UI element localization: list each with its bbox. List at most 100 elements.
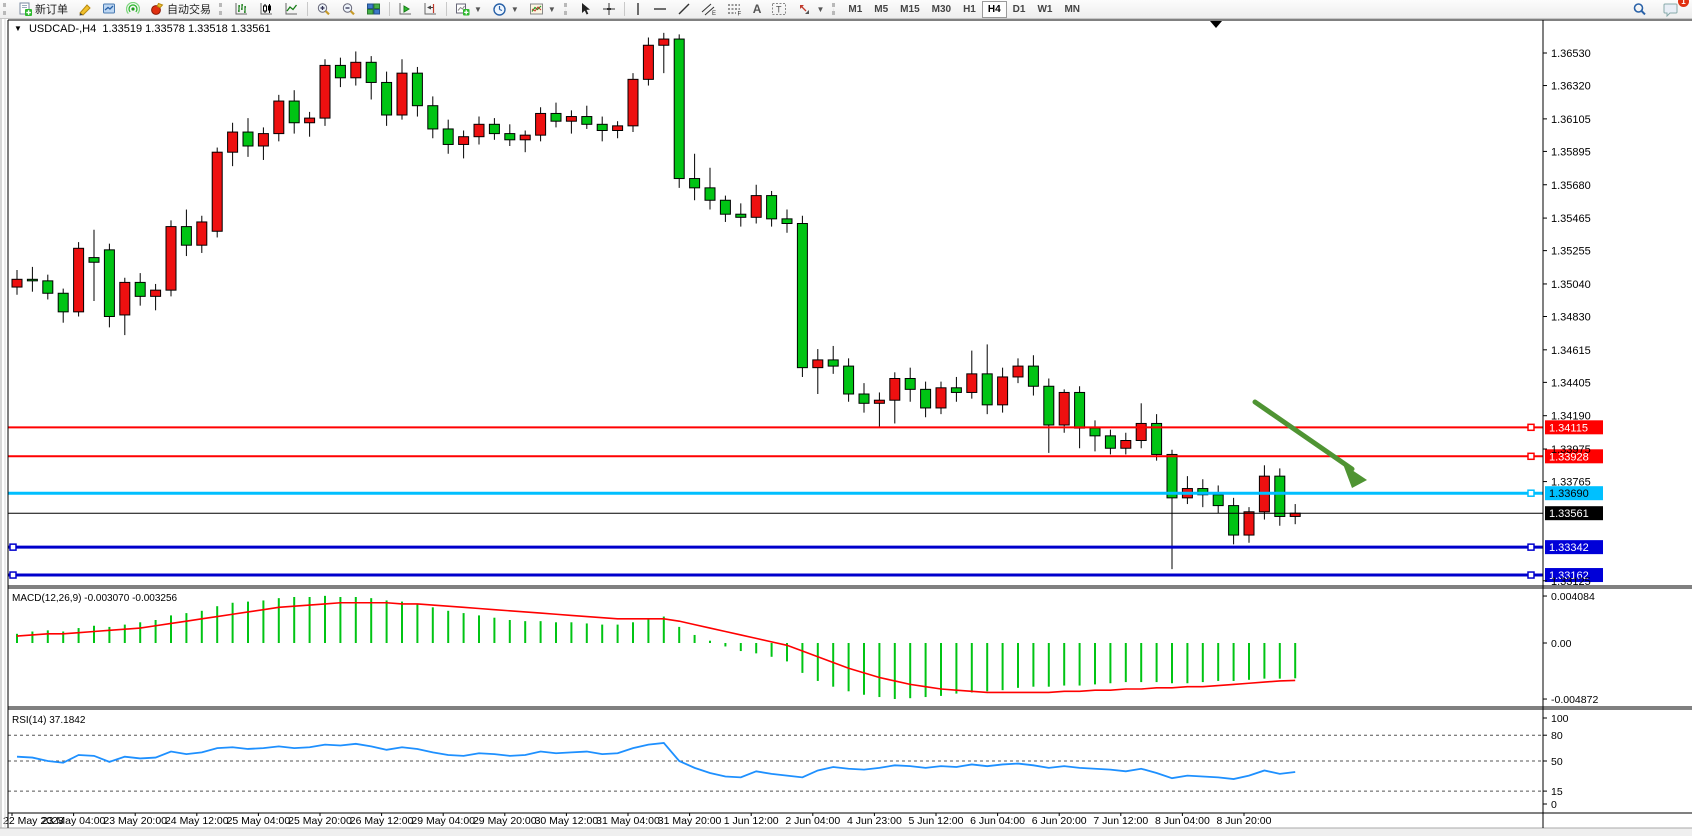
- toolbar-separator: [307, 2, 308, 16]
- arrows-button[interactable]: ▼: [792, 0, 829, 19]
- support-line-blue-2-price-badge-label: 1.33162: [1549, 570, 1589, 582]
- zoom-in-button[interactable]: [311, 0, 336, 19]
- candle-body: [273, 100, 285, 135]
- horizontal-line-button[interactable]: [648, 0, 672, 19]
- timeframe-m5-button[interactable]: M5: [874, 3, 889, 15]
- toolbar-grip[interactable]: [563, 3, 572, 15]
- support-line-blue-1-anchor[interactable]: [9, 543, 17, 551]
- new-order-button[interactable]: 新订单: [13, 0, 73, 19]
- candles-chart-button[interactable]: [254, 0, 279, 19]
- candle-body: [843, 365, 855, 395]
- candle-body: [1012, 365, 1024, 378]
- candle-body: [1151, 422, 1163, 455]
- candle-body: [196, 221, 208, 246]
- support-line-blue-2-anchor[interactable]: [9, 571, 17, 579]
- downtrend-arrow[interactable]: [1252, 399, 1367, 488]
- price-axis-tick-label: 1.34190: [1551, 411, 1591, 423]
- resistance-line-2-anchor[interactable]: [1527, 452, 1535, 461]
- autotrading-button[interactable]: 自动交易: [145, 0, 216, 19]
- candle-body: [550, 112, 562, 122]
- templates-button[interactable]: ▼: [524, 0, 561, 19]
- resistance-line-1-price-badge: [1545, 420, 1603, 435]
- price-axis-tick-label: 1.33975: [1551, 444, 1591, 456]
- candle-body: [381, 81, 393, 116]
- fibonacci-button[interactable]: F: [722, 0, 748, 19]
- bars-chart-button[interactable]: [229, 0, 254, 19]
- rsi-indicator-label: RSI(14) 37.1842: [12, 715, 86, 726]
- metaeditor-button[interactable]: [73, 0, 97, 19]
- timeframe-m1-button[interactable]: M1: [848, 3, 863, 15]
- rsi-panel[interactable]: 100 80 50 150: [8, 713, 1569, 811]
- timeframe-mn-button[interactable]: MN: [1064, 3, 1081, 15]
- auto-scroll-button[interactable]: [393, 0, 418, 19]
- support-line-blue-1-price-badge: [1545, 540, 1603, 555]
- chart-window-button[interactable]: [97, 0, 121, 19]
- autotrading-icon: [150, 2, 164, 16]
- candle-body: [581, 116, 593, 125]
- symbol-title[interactable]: ▼ USDCAD-,H4 1.33519 1.33578 1.33518 1.3…: [14, 23, 271, 35]
- price-axis-tick-label: 1.34615: [1551, 345, 1591, 357]
- toolbar-separator: [446, 2, 447, 16]
- zoom-out-button[interactable]: [336, 0, 361, 19]
- timeframe-m30-button[interactable]: M30: [931, 3, 952, 15]
- periods-button[interactable]: ▼: [487, 0, 524, 19]
- indicators-icon: [455, 2, 470, 16]
- time-axis-label: 31 May 04:00: [596, 815, 660, 827]
- trendline-button[interactable]: [672, 0, 696, 19]
- time-axis-label: 30 May 12:00: [535, 815, 599, 827]
- candle-body: [1058, 391, 1070, 426]
- time-axis-label: 6 Jun 04:00: [970, 815, 1025, 827]
- candle-body: [1243, 511, 1255, 536]
- macd-panel[interactable]: 0.004084 0.00 -0.004872: [16, 591, 1598, 706]
- candle-body: [658, 38, 670, 46]
- candle-body: [442, 128, 454, 145]
- candle-body: [873, 399, 885, 404]
- support-line-blue-1-anchor[interactable]: [1527, 543, 1535, 551]
- vertical-line-button[interactable]: [628, 0, 648, 19]
- fibonacci-icon: F: [727, 2, 743, 16]
- resistance-line-1-anchor[interactable]: [1527, 423, 1535, 432]
- timeframe-h4-button[interactable]: H4: [981, 0, 1007, 18]
- collapse-arrow-icon[interactable]: ▼: [14, 24, 22, 33]
- toolbar-grip[interactable]: [832, 3, 840, 15]
- chart-window[interactable]: ▼ USDCAD-,H4 1.33519 1.33578 1.33518 1.3…: [0, 19, 1692, 836]
- line-chart-button[interactable]: [279, 0, 304, 19]
- candle-body: [1212, 494, 1224, 507]
- candle-body: [1027, 365, 1039, 387]
- candle-body: [88, 257, 100, 263]
- cursor-icon: [579, 2, 592, 16]
- candle-body: [535, 112, 547, 136]
- candle-body: [1166, 453, 1178, 499]
- candle-body: [73, 247, 85, 313]
- equidistant-channel-button[interactable]: E: [696, 0, 722, 19]
- text-button[interactable]: A: [748, 0, 767, 19]
- chart-shift-button[interactable]: [418, 0, 443, 19]
- timeframe-d1-button[interactable]: D1: [1012, 3, 1026, 15]
- toolbar-grip[interactable]: [219, 3, 227, 15]
- rsi-axis-tick-label: 50: [1551, 756, 1563, 768]
- crosshair-button[interactable]: [597, 0, 621, 19]
- signals-icon: [126, 2, 140, 16]
- signals-button[interactable]: [121, 0, 145, 19]
- rsi-axis-tick-label: 80: [1551, 730, 1563, 742]
- notifications-button[interactable]: 1: [1658, 0, 1689, 19]
- chart-shift-marker[interactable]: [1210, 21, 1222, 28]
- resistance-line-1-price-badge-label: 1.34115: [1549, 422, 1588, 434]
- bars-chart-icon: [234, 2, 249, 16]
- support-line-blue-2-anchor[interactable]: [1527, 571, 1535, 579]
- indicators-button[interactable]: ▼: [450, 0, 487, 19]
- support-line-cyan-anchor[interactable]: [1527, 489, 1535, 497]
- cursor-button[interactable]: [574, 0, 597, 19]
- timeframe-h1-button[interactable]: H1: [963, 3, 976, 15]
- time-axis-label: 22 May 2023: [3, 815, 64, 827]
- toolbar-grip[interactable]: [3, 3, 11, 15]
- tile-windows-button[interactable]: [361, 0, 386, 19]
- timeframe-m15-button[interactable]: M15: [900, 3, 920, 15]
- candle-body: [134, 281, 146, 297]
- candle-body: [935, 387, 947, 409]
- text-label-button[interactable]: T: [766, 0, 792, 19]
- timeframe-w1-button[interactable]: W1: [1037, 3, 1053, 15]
- chart-canvas[interactable]: 1.34115 1.33928 1.33690 1.33561 1.33342 1.331…: [0, 19, 1692, 836]
- search-button[interactable]: [1627, 0, 1652, 19]
